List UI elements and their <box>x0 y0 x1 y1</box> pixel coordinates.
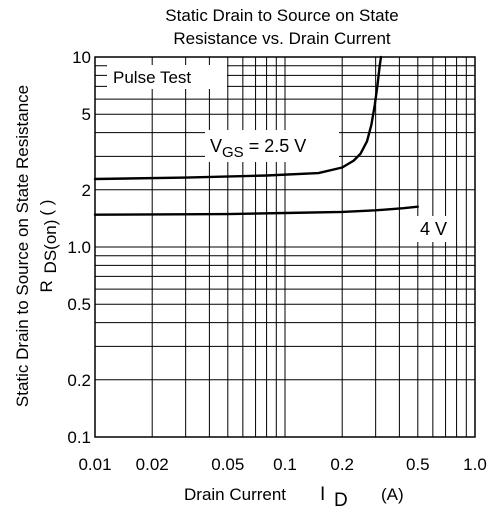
y-axis-label-symbol: R <box>37 280 56 292</box>
y-tick-labels: 0.1 0.2 0.5 1.0 2 5 10 <box>67 48 91 447</box>
y-axis-label-unit: ( ) <box>37 200 56 216</box>
y-tick-label: 5 <box>82 105 91 124</box>
series-label-vgs-symbol: V <box>210 136 222 156</box>
x-tick-labels: 0.01 0.02 0.05 0.1 0.2 0.5 1.0 <box>78 455 486 474</box>
series-label-4v-text: 4 V <box>420 219 447 239</box>
chart-title-line-1: Static Drain to Source on State <box>165 6 398 25</box>
y-tick-label: 2 <box>82 181 91 200</box>
chart-title-line-2: Resistance vs. Drain Current <box>173 29 391 48</box>
y-tick-label: 0.2 <box>67 371 91 390</box>
x-tick-label: 0.01 <box>78 455 111 474</box>
series-line-vgs-2-5v <box>93 55 383 181</box>
x-axis-label-symbol: I <box>320 484 325 505</box>
x-axis-label: Drain Current I D (A) <box>184 484 404 508</box>
x-tick-label: 0.05 <box>211 455 244 474</box>
svg-text:VGS = 2.5 V: VGS = 2.5 V <box>210 136 306 161</box>
x-tick-label: 0.2 <box>330 455 354 474</box>
pulse-test-label: Pulse Test <box>113 68 191 87</box>
x-tick-label: 0.1 <box>273 455 297 474</box>
x-tick-label: 0.02 <box>136 455 169 474</box>
x-tick-label: 0.5 <box>406 455 430 474</box>
svg-text:R DS(on)( ): R DS(on) ( ) <box>37 200 60 293</box>
y-tick-label: 10 <box>72 48 91 67</box>
x-axis-label-subscript: D <box>334 490 348 508</box>
y-axis-label: Static Drain to Source on State Resistan… <box>13 85 60 407</box>
series-label-vgs-value: = 2.5 V <box>244 136 307 156</box>
series-label-vgs-subscript: GS <box>222 144 244 161</box>
x-tick-label: 1.0 <box>463 455 487 474</box>
y-tick-label: 0.1 <box>67 428 91 447</box>
plot-frame <box>94 56 476 438</box>
y-tick-label: 0.5 <box>67 295 91 314</box>
y-axis-label-subscript: DS(on) <box>41 220 60 274</box>
y-tick-label: 1.0 <box>67 238 91 257</box>
grid <box>95 57 475 437</box>
x-axis-label-text: Drain Current <box>184 485 286 504</box>
series-group <box>93 55 419 216</box>
y-axis-label-line-1: Static Drain to Source on State Resistan… <box>13 85 32 407</box>
series-label-4v: 4 V <box>414 216 456 242</box>
chart-title: Static Drain to Source on State Resistan… <box>165 6 398 48</box>
pulse-test-annotation: Pulse Test <box>107 65 227 89</box>
series-line-4v <box>93 205 419 216</box>
x-axis-label-unit: (A) <box>381 485 404 504</box>
series-label-vgs-2-5: VGS = 2.5 V <box>205 130 339 162</box>
